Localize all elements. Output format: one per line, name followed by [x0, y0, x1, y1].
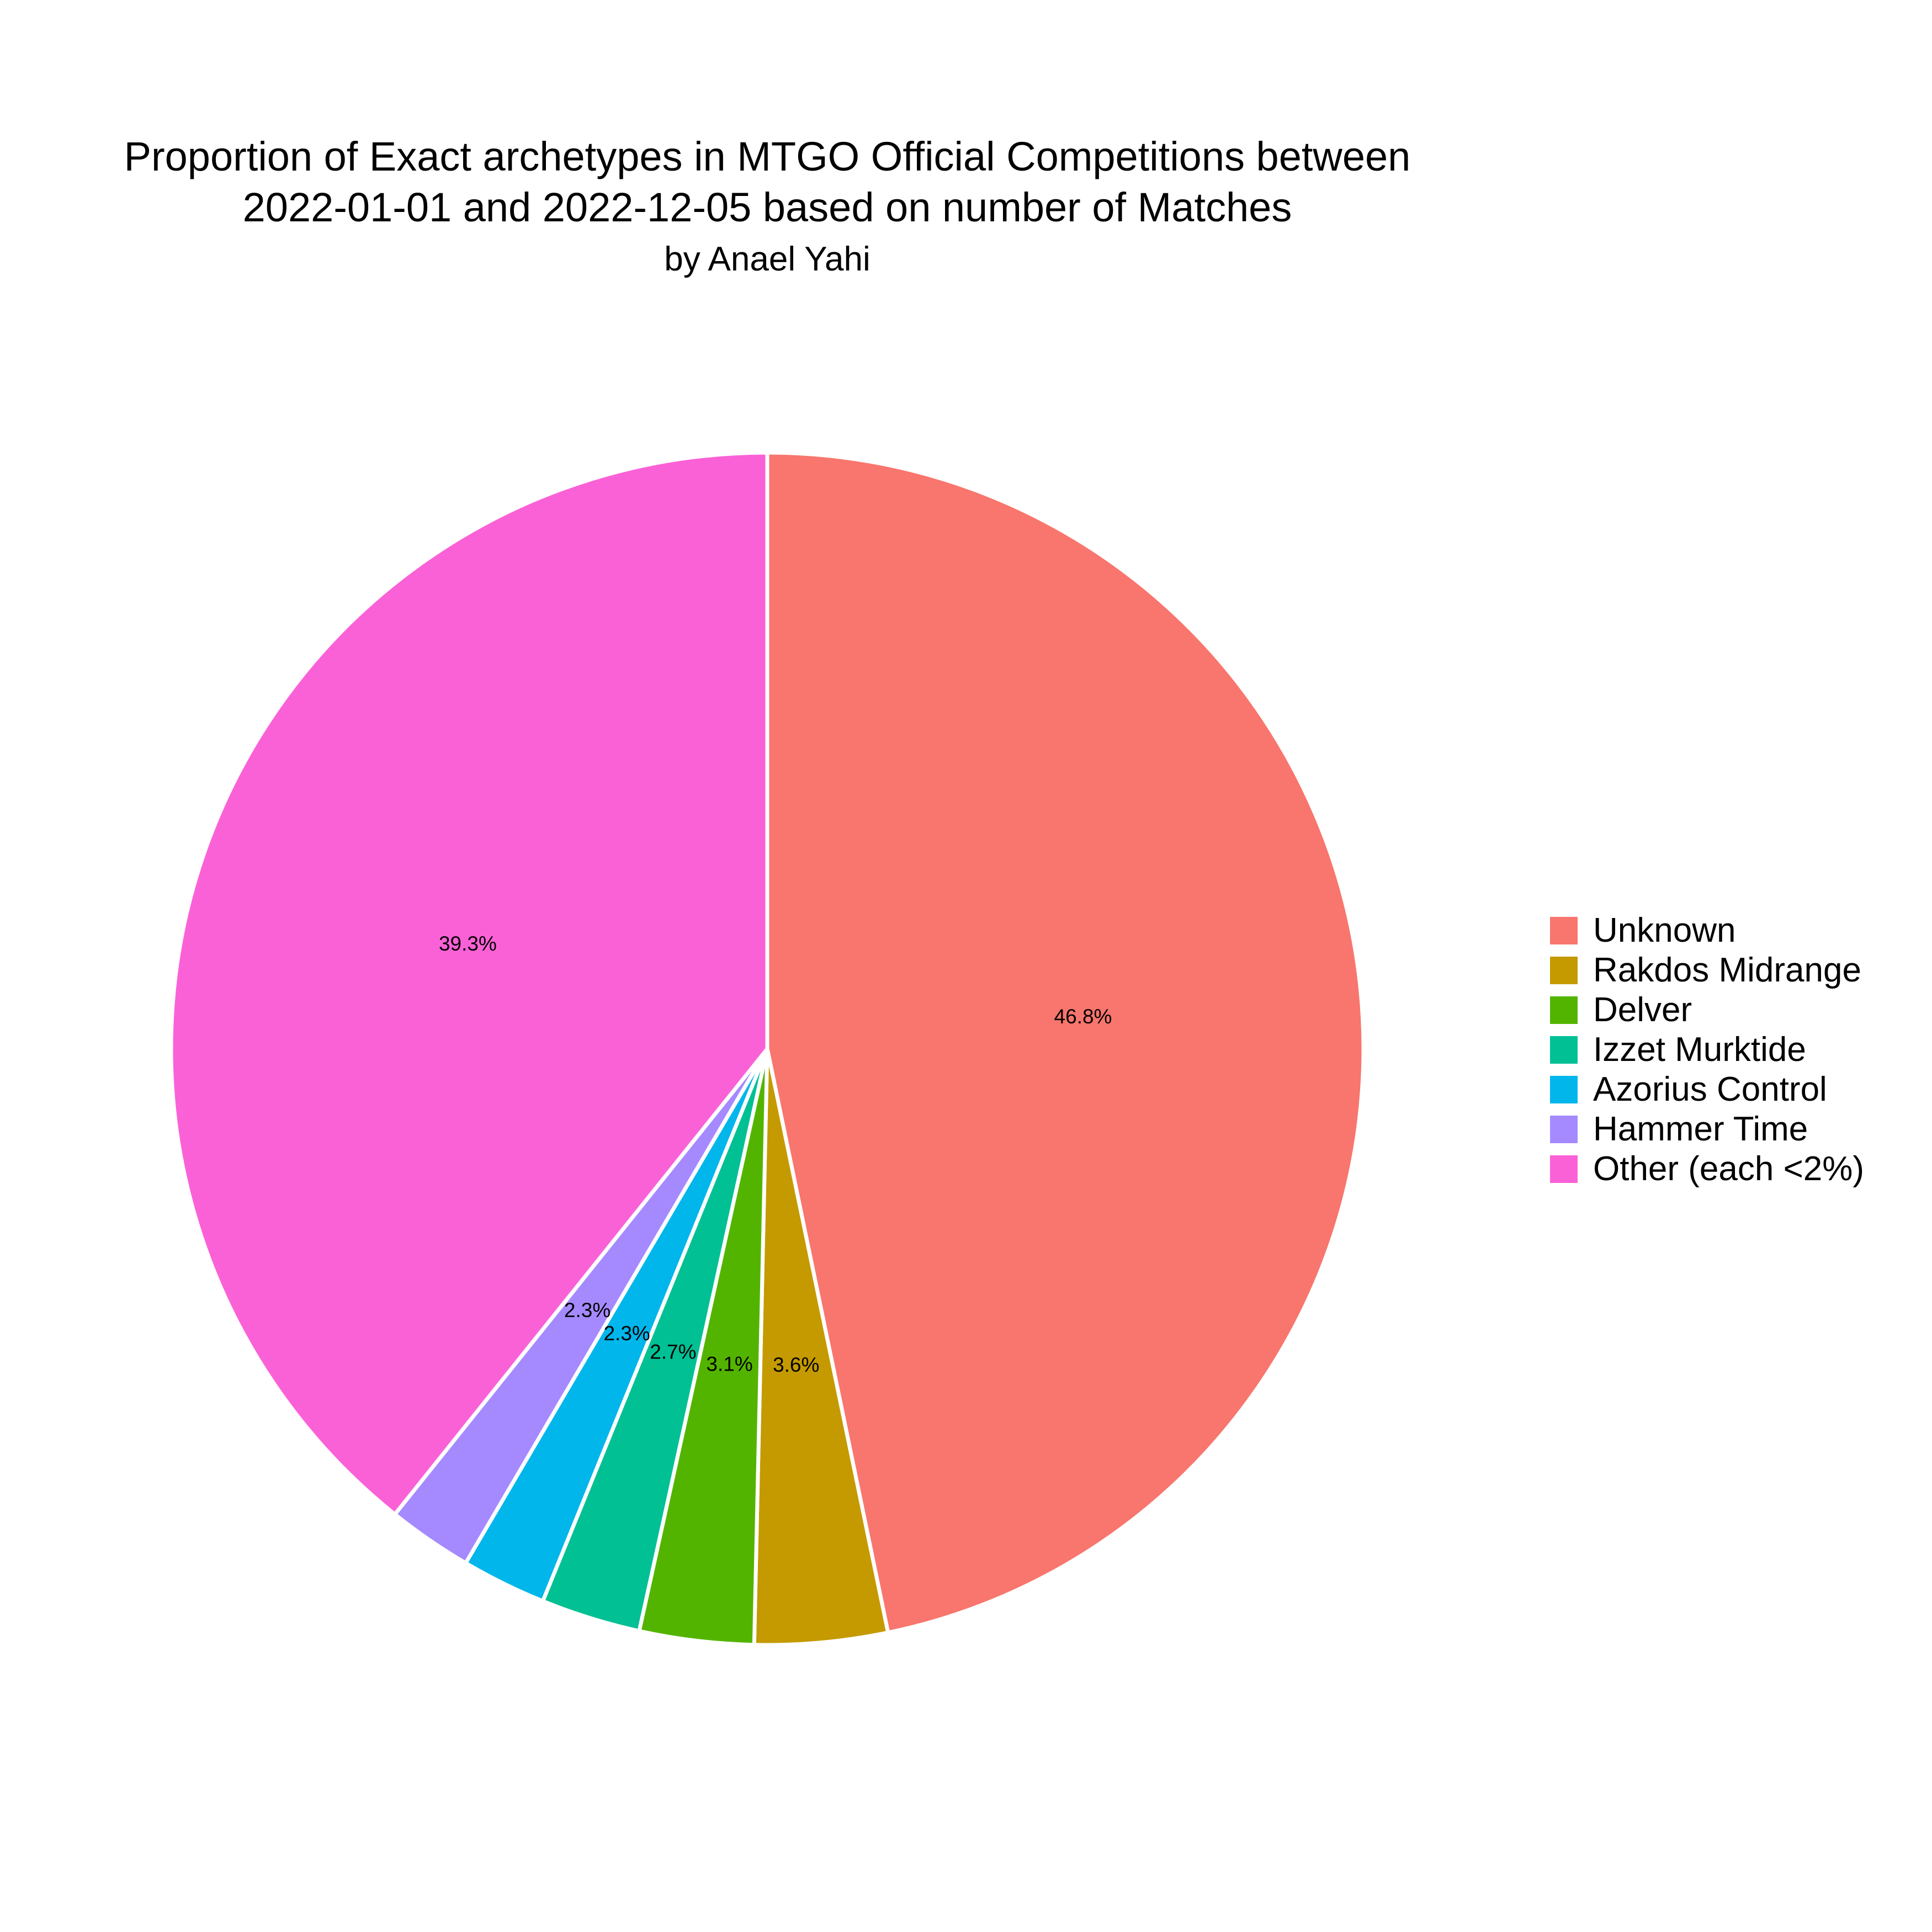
legend-item: Azorius Control: [1550, 1070, 1864, 1110]
legend-item: Unknown: [1550, 911, 1864, 951]
chart-title-block: Proportion of Exact archetypes in MTGO O…: [0, 131, 1535, 282]
legend-swatch: [1550, 1076, 1578, 1103]
legend-swatch: [1550, 917, 1578, 944]
legend-swatch: [1550, 1155, 1578, 1183]
legend-swatch: [1550, 957, 1578, 984]
pie-slice-label: 3.6%: [773, 1354, 819, 1376]
legend-label: Other (each <2%): [1593, 1150, 1865, 1188]
legend-swatch: [1550, 1116, 1578, 1143]
legend-item: Izzet Murktide: [1550, 1030, 1864, 1070]
chart-title-line-2: 2022-01-01 and 2022-12-05 based on numbe…: [242, 184, 1292, 230]
legend-label: Rakdos Midrange: [1593, 951, 1861, 989]
pie-slices: [169, 450, 1366, 1647]
legend-item: Delver: [1550, 990, 1864, 1030]
chart-legend: Unknown Rakdos Midrange Delver Izzet Murkti…: [1550, 911, 1864, 1189]
legend-item: Hammer Time: [1550, 1110, 1864, 1149]
legend-label: Unknown: [1593, 911, 1736, 949]
pie-slice-unknown: [765, 450, 1366, 1635]
pie-slice-label: 2.3%: [564, 1299, 611, 1321]
legend-label: Izzet Murktide: [1593, 1031, 1806, 1069]
pie-slice-label: 2.3%: [603, 1322, 650, 1345]
legend-swatch: [1550, 996, 1578, 1024]
legend-label: Hammer Time: [1593, 1110, 1808, 1148]
pie-slice-label: 39.3%: [439, 932, 497, 955]
legend-item: Rakdos Midrange: [1550, 951, 1864, 990]
pie-slice-labels: 46.8%3.6%3.1%2.7%2.3%2.3%39.3%: [439, 932, 1112, 1376]
legend-label: Azorius Control: [1593, 1070, 1827, 1108]
legend-swatch: [1550, 1036, 1578, 1064]
pie-slice-label: 2.7%: [650, 1341, 696, 1363]
pie-slice-rakdos-midrange: [752, 1047, 890, 1647]
legend-item: Other (each <2%): [1550, 1149, 1864, 1189]
chart-subtitle: by Anael Yahi: [664, 240, 871, 278]
pie-slice-label: 46.8%: [1054, 1005, 1112, 1028]
chart-title-line-1: Proportion of Exact archetypes in MTGO O…: [124, 134, 1411, 179]
pie-slice-other-each-2: [169, 450, 769, 1516]
pie-slice-label: 3.1%: [706, 1352, 752, 1375]
legend-label: Delver: [1593, 991, 1692, 1029]
